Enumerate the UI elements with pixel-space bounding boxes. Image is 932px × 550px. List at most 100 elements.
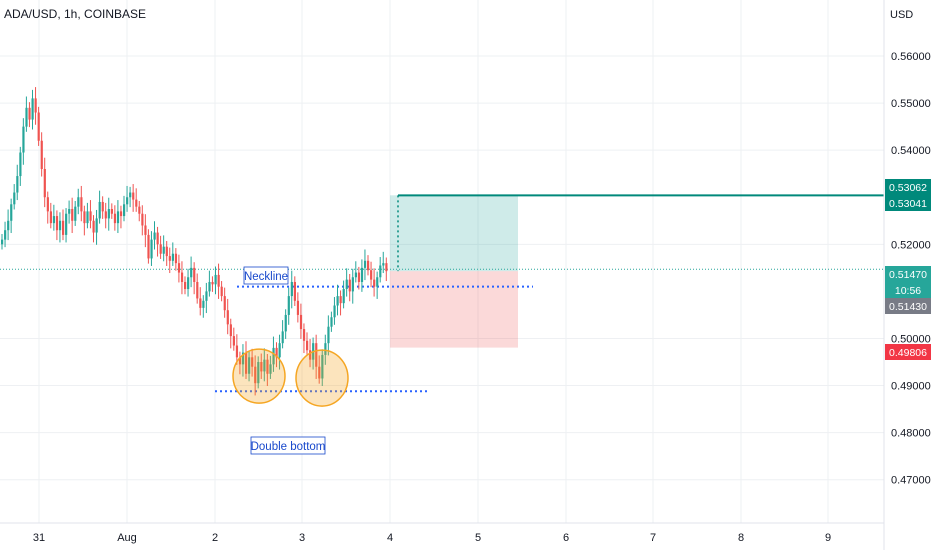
y-tick-label: 0.48000 <box>891 428 931 440</box>
double-bottom-label-text: Double bottom <box>251 441 326 453</box>
candle-body <box>223 296 226 311</box>
candle-body <box>34 98 37 113</box>
target-tag-text: 0.53041 <box>889 198 927 210</box>
candle-body <box>25 107 28 127</box>
x-tick-label: 2 <box>212 532 218 544</box>
candle-body <box>376 277 379 287</box>
candle-body <box>107 209 110 219</box>
chart-title: ADA/USD, 1h, COINBASE <box>4 7 146 21</box>
candles <box>1 87 388 396</box>
y-tick-label: 0.55000 <box>891 98 931 110</box>
stop-tag-box <box>885 344 931 360</box>
candle-body <box>214 274 217 285</box>
candle-body <box>275 347 278 358</box>
candle-body <box>74 206 77 221</box>
candle-body <box>205 291 208 301</box>
candle-body <box>162 246 165 254</box>
current-price-tag-text: 0.51470 <box>889 269 927 281</box>
candle-body <box>129 192 132 198</box>
target-tag-upper-text: 0.53062 <box>889 182 927 194</box>
candle-body <box>260 362 263 372</box>
candle-body <box>296 300 300 315</box>
candle-body <box>184 281 187 290</box>
countdown-tag-box <box>885 282 931 298</box>
candle-body <box>177 263 181 273</box>
double-bottom-label[interactable]: Double bottom <box>250 436 326 455</box>
left-bottom-ellipse[interactable] <box>232 348 286 404</box>
x-tick-label: 6 <box>563 532 569 544</box>
candle-body <box>333 305 336 318</box>
target-tag[interactable]: 0.53041 <box>885 195 931 211</box>
candle-body <box>150 239 153 259</box>
x-tick-label: Aug <box>117 532 137 544</box>
candle-body <box>324 343 327 355</box>
entry-tag-text: 0.51430 <box>889 301 927 313</box>
candle-body <box>113 213 117 224</box>
x-tick-label: 5 <box>475 532 481 544</box>
candle-body <box>193 267 196 282</box>
candle-body <box>110 209 113 214</box>
right-bottom-ellipse[interactable] <box>295 349 349 407</box>
candle-body <box>315 343 318 367</box>
candle-body <box>229 324 232 337</box>
countdown-tag-text: 10:56 <box>895 285 921 297</box>
neckline-label[interactable]: Neckline <box>243 266 289 285</box>
x-tick-label: 4 <box>387 532 393 544</box>
x-tick-label: 31 <box>33 532 45 544</box>
candle-body <box>272 347 275 365</box>
candle-body <box>141 213 144 226</box>
candle-body <box>62 220 65 235</box>
current-price-tag[interactable]: 0.51470 <box>885 266 931 282</box>
candle-body <box>190 267 193 278</box>
candle-body <box>4 230 7 240</box>
countdown-tag[interactable]: 10:56 <box>885 282 931 298</box>
candle-body <box>360 267 364 282</box>
candle-body <box>104 211 107 219</box>
target-tag-box <box>885 195 931 211</box>
x-tick-label: 3 <box>299 532 305 544</box>
current-price-tag-box <box>885 266 931 282</box>
candle-body <box>168 256 171 261</box>
candle-body <box>336 296 339 306</box>
x-tick-label: 8 <box>738 532 744 544</box>
candle-body <box>138 206 141 214</box>
candle-body <box>55 216 59 231</box>
currency-label: USD <box>890 9 913 21</box>
candle-body <box>174 253 178 264</box>
candle-body <box>49 211 52 224</box>
candle-body <box>345 279 348 290</box>
candle-body <box>287 296 290 315</box>
candle-body <box>153 232 156 240</box>
candle-body <box>159 244 162 254</box>
candle-body <box>116 211 120 224</box>
candle-body <box>101 201 104 212</box>
candle-body <box>202 300 205 308</box>
candle-body <box>165 246 168 257</box>
candle-body <box>37 112 40 141</box>
candle-body <box>196 281 199 299</box>
candle-body <box>357 272 361 282</box>
target-zone[interactable] <box>390 195 518 272</box>
candle-body <box>52 216 56 224</box>
candle-body <box>135 199 138 207</box>
candle-body <box>144 225 147 235</box>
drawings <box>232 348 349 407</box>
candle-body <box>241 352 245 365</box>
time-axis: 31 Aug 2 3 4 5 6 7 8 9 <box>33 532 831 544</box>
candle-body <box>68 209 71 214</box>
candle-body <box>248 357 251 374</box>
neckline-label-box <box>243 266 289 285</box>
candle-body <box>363 260 367 268</box>
entry-tag[interactable]: 0.51430 <box>885 298 931 314</box>
target-tag-upper[interactable]: 0.53062 <box>885 179 931 195</box>
candle-body <box>71 209 74 221</box>
candle-body <box>89 211 92 221</box>
stop-tag[interactable]: 0.49806 <box>885 344 931 360</box>
candle-body <box>58 220 62 231</box>
stop-zone[interactable] <box>390 271 518 348</box>
entry-tag-box <box>885 298 931 314</box>
candle-body <box>385 263 388 272</box>
y-tick-label: 0.47000 <box>891 475 931 487</box>
candle-body <box>43 168 46 198</box>
